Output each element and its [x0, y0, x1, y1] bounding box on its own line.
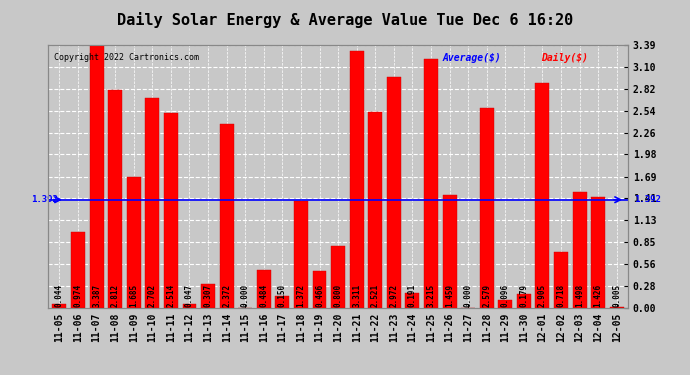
- Bar: [201, 284, 215, 308]
- Bar: [52, 304, 66, 307]
- Text: 0.179: 0.179: [520, 284, 529, 307]
- Text: 1.459: 1.459: [445, 284, 454, 307]
- Bar: [442, 195, 457, 308]
- Text: 3.215: 3.215: [426, 284, 435, 307]
- Text: 2.579: 2.579: [482, 284, 491, 307]
- Text: 0.466: 0.466: [315, 284, 324, 307]
- Text: 0.191: 0.191: [408, 284, 417, 307]
- Bar: [219, 124, 234, 308]
- Bar: [71, 232, 85, 308]
- Text: 2.702: 2.702: [148, 284, 157, 307]
- Text: Daily($): Daily($): [541, 53, 588, 63]
- Bar: [424, 58, 438, 308]
- Text: 0.974: 0.974: [74, 284, 83, 307]
- Bar: [257, 270, 270, 308]
- Bar: [554, 252, 568, 308]
- Text: 0.005: 0.005: [612, 284, 621, 307]
- Text: 2.972: 2.972: [389, 284, 398, 307]
- Text: 0.718: 0.718: [557, 284, 566, 307]
- Bar: [591, 197, 605, 308]
- Bar: [146, 98, 159, 308]
- Bar: [294, 201, 308, 308]
- Text: 0.000: 0.000: [464, 284, 473, 307]
- Bar: [313, 272, 326, 308]
- Text: 1.372: 1.372: [297, 284, 306, 307]
- Bar: [387, 77, 401, 308]
- Bar: [331, 246, 345, 308]
- Text: 0.307: 0.307: [204, 284, 213, 307]
- Text: 1.426: 1.426: [593, 284, 602, 307]
- Text: Copyright 2022 Cartronics.com: Copyright 2022 Cartronics.com: [54, 53, 199, 62]
- Text: Average($): Average($): [442, 53, 501, 63]
- Bar: [535, 82, 549, 308]
- Bar: [368, 112, 382, 308]
- Bar: [127, 177, 141, 308]
- Bar: [90, 45, 104, 308]
- Bar: [406, 293, 420, 308]
- Text: 1.685: 1.685: [129, 284, 138, 307]
- Bar: [350, 51, 364, 308]
- Text: 2.521: 2.521: [371, 284, 380, 307]
- Text: Daily Solar Energy & Average Value Tue Dec 6 16:20: Daily Solar Energy & Average Value Tue D…: [117, 12, 573, 28]
- Text: 3.387: 3.387: [92, 284, 101, 307]
- Bar: [275, 296, 289, 307]
- Bar: [183, 304, 197, 307]
- Text: 0.096: 0.096: [501, 284, 510, 307]
- Bar: [610, 307, 624, 308]
- Text: 0.800: 0.800: [333, 284, 343, 307]
- Text: 2.372: 2.372: [222, 284, 231, 307]
- Text: 3.311: 3.311: [352, 284, 361, 307]
- Text: 0.047: 0.047: [185, 284, 194, 307]
- Bar: [573, 192, 586, 308]
- Text: 2.514: 2.514: [166, 284, 175, 307]
- Bar: [108, 90, 122, 308]
- Text: 0.150: 0.150: [278, 284, 287, 307]
- Text: 1.392: 1.392: [31, 195, 58, 204]
- Text: 0.484: 0.484: [259, 284, 268, 307]
- Text: 0.000: 0.000: [241, 284, 250, 307]
- Text: 1.392: 1.392: [633, 195, 660, 204]
- Text: 2.905: 2.905: [538, 284, 547, 307]
- Text: 0.044: 0.044: [55, 284, 64, 307]
- Bar: [164, 113, 178, 308]
- Bar: [498, 300, 512, 307]
- Text: 1.498: 1.498: [575, 284, 584, 307]
- Text: 2.812: 2.812: [110, 284, 119, 307]
- Bar: [517, 294, 531, 308]
- Bar: [480, 108, 493, 307]
